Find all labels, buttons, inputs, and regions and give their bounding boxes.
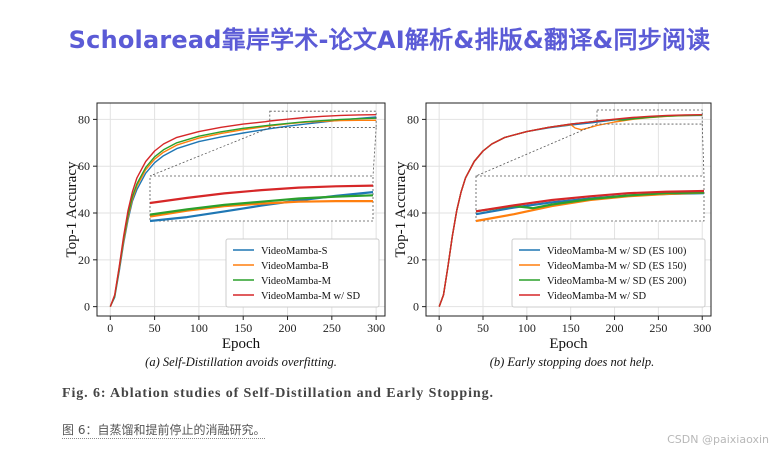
zoom-connector bbox=[475, 123, 598, 177]
legend-label: VideoMamba-M w/ SD (ES 200) bbox=[547, 276, 687, 287]
y-tick-label: 80 bbox=[407, 112, 419, 126]
x-tick-label: 250 bbox=[649, 321, 667, 335]
inset-series-line-3 bbox=[475, 191, 705, 213]
chart-panel-b: 0 20 40 60 80 0 50 100 150 200 250 300 Epoch Top-1 Ac… bbox=[393, 102, 712, 369]
x-axis-label: Epoch bbox=[222, 336, 261, 352]
zoom-connector bbox=[149, 127, 270, 177]
legend-label: VideoMamba-M w/ SD (ES 150) bbox=[547, 261, 687, 272]
axes-frame bbox=[425, 102, 712, 317]
zoom-source-box bbox=[596, 109, 703, 125]
legend-label: VideoMamba-M w/ SD (ES 100) bbox=[547, 246, 687, 257]
x-tick-label: 0 bbox=[436, 321, 442, 335]
legend-label: VideoMamba-M w/ SD bbox=[547, 291, 647, 302]
x-tick-label: 100 bbox=[190, 321, 208, 335]
x-tick-label: 0 bbox=[107, 321, 113, 335]
inset-series-line-3 bbox=[149, 194, 374, 216]
x-tick-label: 300 bbox=[367, 321, 385, 335]
subcaption: (b) Early stopping does not help. bbox=[490, 355, 655, 369]
figure-caption-translation: 图 6：自蒸馏和提前停止的消融研究。 bbox=[62, 423, 266, 439]
legend-box bbox=[511, 238, 706, 308]
legend-label: VideoMamba-M w/ SD bbox=[261, 291, 361, 302]
y-tick-label: 40 bbox=[78, 206, 90, 220]
zoom-connector bbox=[701, 124, 705, 177]
y-tick-label: 60 bbox=[78, 159, 90, 173]
y-axis-label: Top-1 Accuracy bbox=[393, 161, 409, 257]
x-tick-label: 100 bbox=[518, 321, 536, 335]
banner-title: Scholaread靠岸学术-论文AI解析&排版&翻译&同步阅读 bbox=[68, 26, 711, 54]
zoom-connector bbox=[372, 127, 377, 177]
x-tick-label: 50 bbox=[149, 321, 161, 335]
y-tick-label: 60 bbox=[407, 159, 419, 173]
x-tick-label: 200 bbox=[606, 321, 624, 335]
chart-panel-a: 0 20 40 60 80 0 50 100 150 200 250 300 Epoch Top-1 Ac… bbox=[64, 102, 386, 369]
subcaption: (a) Self-Distillation avoids overfitting… bbox=[145, 355, 337, 369]
legend-label: VideoMamba-M bbox=[261, 276, 332, 287]
series-line-4 bbox=[109, 114, 377, 307]
figure-caption: Fig. 6: Ablation studies of Self-Distill… bbox=[62, 386, 494, 401]
y-axis-label: Top-1 Accuracy bbox=[64, 161, 80, 257]
x-tick-label: 150 bbox=[562, 321, 580, 335]
legend-label: VideoMamba-B bbox=[261, 261, 329, 272]
x-tick-label: 250 bbox=[323, 321, 341, 335]
y-tick-label: 0 bbox=[413, 300, 419, 314]
inset-series-line-4 bbox=[149, 184, 374, 205]
y-tick-label: 20 bbox=[407, 253, 419, 267]
series-line-4 bbox=[438, 114, 703, 307]
y-tick-label: 80 bbox=[78, 112, 90, 126]
x-tick-label: 300 bbox=[693, 321, 711, 335]
legend-label: VideoMamba-S bbox=[261, 246, 328, 257]
y-tick-label: 40 bbox=[407, 206, 419, 220]
x-axis-label: Epoch bbox=[549, 336, 588, 352]
inset-series-line-2 bbox=[149, 200, 373, 218]
y-tick-label: 20 bbox=[78, 253, 90, 267]
inset-series-line-4 bbox=[475, 189, 705, 213]
zoom-source-box bbox=[269, 110, 377, 128]
x-tick-label: 50 bbox=[477, 321, 489, 335]
legend-box bbox=[225, 238, 380, 308]
watermark: CSDN @paixiaoxin bbox=[667, 433, 769, 446]
x-tick-label: 200 bbox=[279, 321, 297, 335]
x-tick-label: 150 bbox=[234, 321, 252, 335]
y-tick-label: 0 bbox=[84, 300, 90, 314]
axes-frame bbox=[96, 102, 386, 317]
